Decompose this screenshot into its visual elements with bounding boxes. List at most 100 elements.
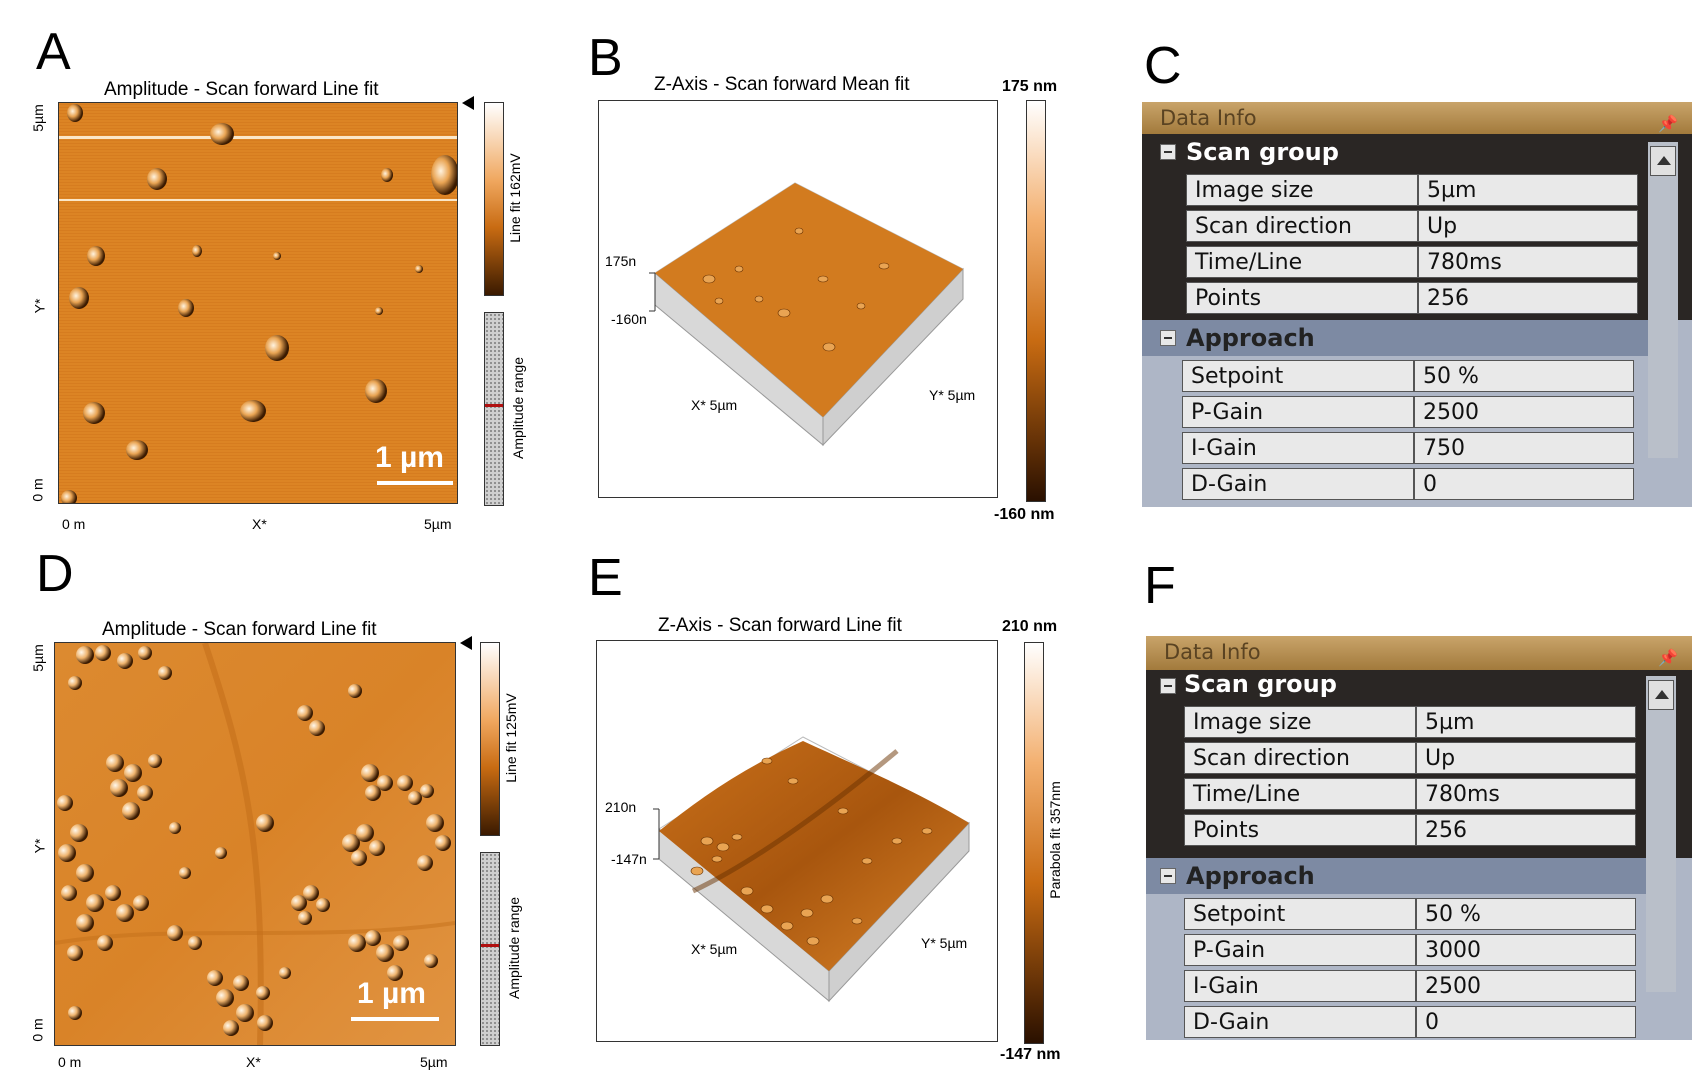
panel-c-label: Image size bbox=[1186, 174, 1418, 206]
panel-d-y-top: 5µm bbox=[29, 644, 46, 672]
panel-a-range-marker bbox=[485, 404, 503, 407]
panel-letter-e: E bbox=[588, 549, 623, 607]
panel-d-title: Amplitude - Scan forward Line fit bbox=[102, 619, 377, 640]
panel-a-amplitude-svg bbox=[59, 103, 457, 503]
panel-c-value[interactable]: 750 bbox=[1414, 432, 1634, 464]
panel-d-scalebar bbox=[351, 1017, 439, 1021]
panel-a-arrow-icon bbox=[462, 96, 474, 110]
panel-c-value[interactable]: 5µm bbox=[1418, 174, 1638, 206]
panel-d-x-right: 5µm bbox=[420, 1054, 448, 1070]
panel-c-approach-bar bbox=[1142, 320, 1648, 356]
pin-icon[interactable]: 📌 bbox=[1658, 648, 1678, 667]
panel-e-z-bot: -147n bbox=[611, 851, 647, 867]
panel-c-data-info: Data Info 📌 Scan group Image size 5µm Sca… bbox=[1142, 102, 1692, 507]
panel-c-row: Time/Line 780ms bbox=[1186, 246, 1638, 280]
panel-c-value[interactable]: Up bbox=[1418, 210, 1638, 242]
panel-f-row: Points 256 bbox=[1184, 814, 1636, 848]
panel-f-label: D-Gain bbox=[1184, 1006, 1416, 1038]
panel-f-value[interactable]: 2500 bbox=[1416, 970, 1636, 1002]
panel-a-amplitude-image: 1 µm bbox=[58, 102, 458, 504]
panel-f-scan-group-header: Scan group bbox=[1184, 670, 1337, 698]
panel-d-range-label: Amplitude range bbox=[505, 897, 522, 999]
panel-c-scan-collapse-icon[interactable] bbox=[1160, 144, 1176, 160]
panel-b-y-label: Y* 5µm bbox=[929, 387, 976, 403]
panel-c-title-text: Data Info bbox=[1160, 106, 1257, 130]
panel-e-colorbar bbox=[1024, 642, 1044, 1044]
panel-a-scalebar bbox=[377, 481, 453, 485]
panel-b-3d-svg bbox=[649, 182, 964, 447]
panel-f-label: Scan direction bbox=[1184, 742, 1416, 774]
panel-f-scrollbar[interactable] bbox=[1646, 676, 1676, 992]
panel-c-value[interactable]: 780ms bbox=[1418, 246, 1638, 278]
panel-c-label: Time/Line bbox=[1186, 246, 1418, 278]
panel-c-approach-collapse-icon[interactable] bbox=[1160, 330, 1176, 346]
panel-f-value[interactable]: 5µm bbox=[1416, 706, 1636, 738]
panel-a-x-left: 0 m bbox=[62, 516, 86, 532]
panel-letter-b: B bbox=[588, 29, 623, 87]
panel-c-value[interactable]: 0 bbox=[1414, 468, 1634, 500]
panel-f-value[interactable]: 50 % bbox=[1416, 898, 1636, 930]
panel-c-label: D-Gain bbox=[1182, 468, 1414, 500]
panel-c-value[interactable]: 256 bbox=[1418, 282, 1638, 314]
panel-e-3d-svg bbox=[653, 736, 970, 1003]
panel-f-value[interactable]: 780ms bbox=[1416, 778, 1636, 810]
panel-d-y-mid: Y* bbox=[31, 838, 48, 854]
panel-d-scalebar-label: 1 µm bbox=[357, 977, 426, 1010]
panel-d-colorbar-label: Line fit 125mV bbox=[502, 693, 519, 783]
panel-f-label: Points bbox=[1184, 814, 1416, 846]
panel-f-value[interactable]: Up bbox=[1416, 742, 1636, 774]
panel-a-title: Amplitude - Scan forward Line fit bbox=[104, 79, 379, 100]
panel-f-value[interactable]: 3000 bbox=[1416, 934, 1636, 966]
panel-d-x-mid: X* bbox=[246, 1054, 261, 1070]
panel-f-row: Setpoint 50 % bbox=[1184, 898, 1636, 932]
panel-e-3d-plot: 210n -147n X* 5µm Y* 5µm bbox=[596, 640, 998, 1042]
panel-f-approach-header: Approach bbox=[1186, 862, 1315, 890]
panel-c-value[interactable]: 50 % bbox=[1414, 360, 1634, 392]
scroll-up-icon[interactable] bbox=[1648, 680, 1674, 710]
panel-c-approach-header: Approach bbox=[1186, 324, 1315, 352]
panel-f-label: Image size bbox=[1184, 706, 1416, 738]
panel-a-y-top: 5µm bbox=[29, 104, 46, 132]
scroll-up-icon[interactable] bbox=[1650, 146, 1676, 176]
panel-f-row: Scan direction Up bbox=[1184, 742, 1636, 776]
panel-b-title: Z-Axis - Scan forward Mean fit bbox=[654, 74, 910, 95]
panel-a-range-bar bbox=[484, 312, 504, 506]
panel-f-title-text: Data Info bbox=[1164, 640, 1261, 664]
panel-f-scan-collapse-icon[interactable] bbox=[1160, 678, 1176, 694]
panel-b-3d-plot: 175n -160n X* 5µm Y* 5µm bbox=[598, 100, 998, 498]
panel-e-title: Z-Axis - Scan forward Line fit bbox=[658, 615, 902, 636]
panel-a-colorbar-label: Line fit 162mV bbox=[506, 153, 523, 243]
panel-f-row: I-Gain 2500 bbox=[1184, 970, 1636, 1004]
panel-c-title: Data Info 📌 bbox=[1142, 102, 1692, 134]
panel-c-label: Scan direction bbox=[1186, 210, 1418, 242]
panel-c-scrollbar[interactable] bbox=[1648, 142, 1678, 458]
panel-c-row: I-Gain 750 bbox=[1182, 432, 1634, 466]
panel-b-cb-bot: -160 nm bbox=[994, 506, 1055, 523]
panel-d-x-left: 0 m bbox=[58, 1054, 82, 1070]
panel-e-y-label: Y* 5µm bbox=[921, 935, 968, 951]
panel-b-cb-top: 175 nm bbox=[1002, 78, 1058, 95]
panel-c-row: P-Gain 2500 bbox=[1182, 396, 1634, 430]
panel-f-approach-collapse-icon[interactable] bbox=[1160, 868, 1176, 884]
panel-c-label: I-Gain bbox=[1182, 432, 1414, 464]
panel-a-y-mid: Y* bbox=[31, 298, 48, 314]
panel-c-row: D-Gain 0 bbox=[1182, 468, 1634, 502]
panel-a-scalebar-label: 1 µm bbox=[375, 441, 444, 474]
panel-a-colorbar bbox=[484, 102, 504, 296]
panel-b-z-top: 175n bbox=[605, 253, 637, 269]
panel-d-range-bar bbox=[480, 852, 500, 1046]
panel-c-value[interactable]: 2500 bbox=[1414, 396, 1634, 428]
panel-f-title: Data Info 📌 bbox=[1146, 636, 1692, 670]
panel-b-colorbar bbox=[1026, 100, 1046, 502]
panel-f-value[interactable]: 0 bbox=[1416, 1006, 1636, 1038]
panel-d-amplitude-svg bbox=[55, 643, 455, 1045]
panel-letter-f: F bbox=[1144, 557, 1176, 615]
panel-e-cb-bot: -147 nm bbox=[1000, 1046, 1061, 1063]
panel-f-value[interactable]: 256 bbox=[1416, 814, 1636, 846]
pin-icon[interactable]: 📌 bbox=[1658, 114, 1678, 133]
panel-f-label: P-Gain bbox=[1184, 934, 1416, 966]
panel-d-y-bot: 0 m bbox=[29, 1018, 46, 1042]
panel-f-data-info: Data Info 📌 Scan group Image size 5µm Sca… bbox=[1146, 636, 1692, 1040]
panel-f-label: I-Gain bbox=[1184, 970, 1416, 1002]
panel-c-label: P-Gain bbox=[1182, 396, 1414, 428]
